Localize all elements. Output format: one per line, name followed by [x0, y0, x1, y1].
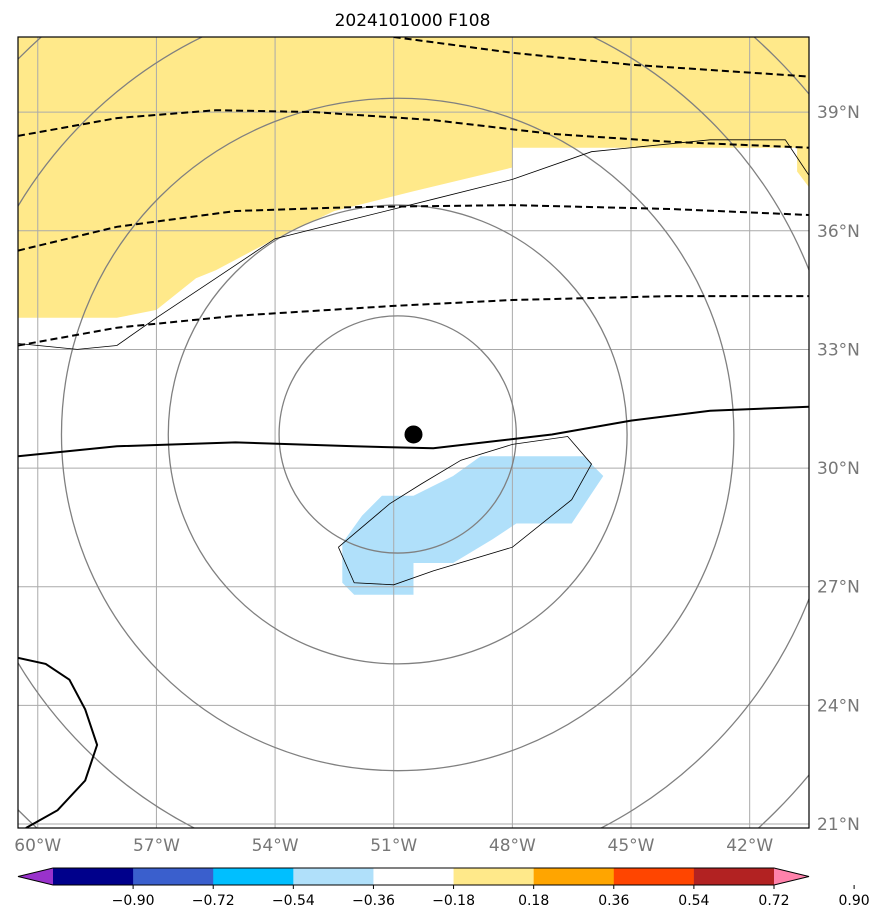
colorbar-box-7: [613, 868, 695, 885]
lat-tick-label-3: 30°N: [817, 459, 860, 479]
dashed-contour-1: [18, 109, 809, 149]
colorbar-outline: [17, 867, 810, 886]
lon-tick-label-5: 45°W: [608, 836, 655, 856]
storm-center-marker: [404, 425, 423, 444]
chart-title: 2024101000 F108: [335, 11, 491, 31]
colorbar-box-2: [213, 868, 294, 885]
colorbar-label-5: 0.18: [518, 893, 549, 909]
colorbar-box-0: [53, 868, 134, 885]
colorbar-extend-high: [774, 868, 809, 885]
pressure-contour-2: [60, 97, 735, 772]
colorbar-label-6: 0.36: [598, 893, 629, 909]
lat-tick-label-1: 24°N: [817, 696, 860, 716]
lon-tick-label-3: 51°W: [370, 836, 417, 856]
colorbar-label-0: −0.90: [112, 893, 155, 909]
colorbar-label-2: −0.54: [272, 893, 315, 909]
dashed-contour-2: [18, 204, 809, 252]
pressure-contour-1: [167, 204, 628, 665]
lon-tick-label-6: 42°W: [726, 836, 773, 856]
filled-region-1: [18, 37, 809, 318]
colorbar-label-9: 0.90: [839, 893, 870, 909]
map-frame: [17, 36, 810, 829]
colorbar-box-1: [133, 868, 214, 885]
lat-tick-label-4: 33°N: [817, 340, 860, 360]
dashed-contour-0: [393, 37, 809, 78]
thin-contour-1: [338, 436, 592, 586]
colorbar-label-3: −0.36: [352, 893, 395, 909]
colorbar: −0.90 −0.72 −0.54 −0.36 −0.18 0.18 0.36 0.54 0.7…: [17, 867, 870, 909]
lat-tick-label-0: 21°N: [817, 815, 860, 835]
colorbar-box-5: [453, 868, 535, 885]
lon-tick-label-4: 48°W: [489, 836, 536, 856]
colorbar-label-7: 0.54: [678, 893, 709, 909]
colorbar-extend-low: [18, 868, 53, 885]
pressure-contour-0: [278, 315, 517, 554]
colorbar-box-6: [533, 868, 615, 885]
thin-contour-0: [18, 139, 809, 350]
colorbar-label-4: −0.18: [432, 893, 475, 909]
solid-contour-1: [18, 656, 99, 828]
lon-tick-label-0: 60°W: [14, 836, 61, 856]
colorbar-label-8: 0.72: [758, 893, 789, 909]
lat-tick-label-5: 36°N: [817, 222, 860, 242]
solid-contour-0: [18, 405, 809, 458]
lon-tick-label-2: 54°W: [252, 836, 299, 856]
lat-tick-label-2: 27°N: [817, 578, 860, 598]
colorbar-box-4: [373, 868, 455, 885]
colorbar-label-1: −0.72: [192, 893, 235, 909]
axis-labels: 60°W 57°W 54°W 51°W 48°W 45°W 42°W 21°N 24°N 27°N…: [14, 103, 860, 856]
colorbar-box-8: [693, 868, 775, 885]
colorbar-box-3: [293, 868, 374, 885]
dashed-contour-3: [18, 295, 809, 347]
lat-tick-label-6: 39°N: [817, 103, 860, 123]
lon-tick-label-1: 57°W: [133, 836, 180, 856]
